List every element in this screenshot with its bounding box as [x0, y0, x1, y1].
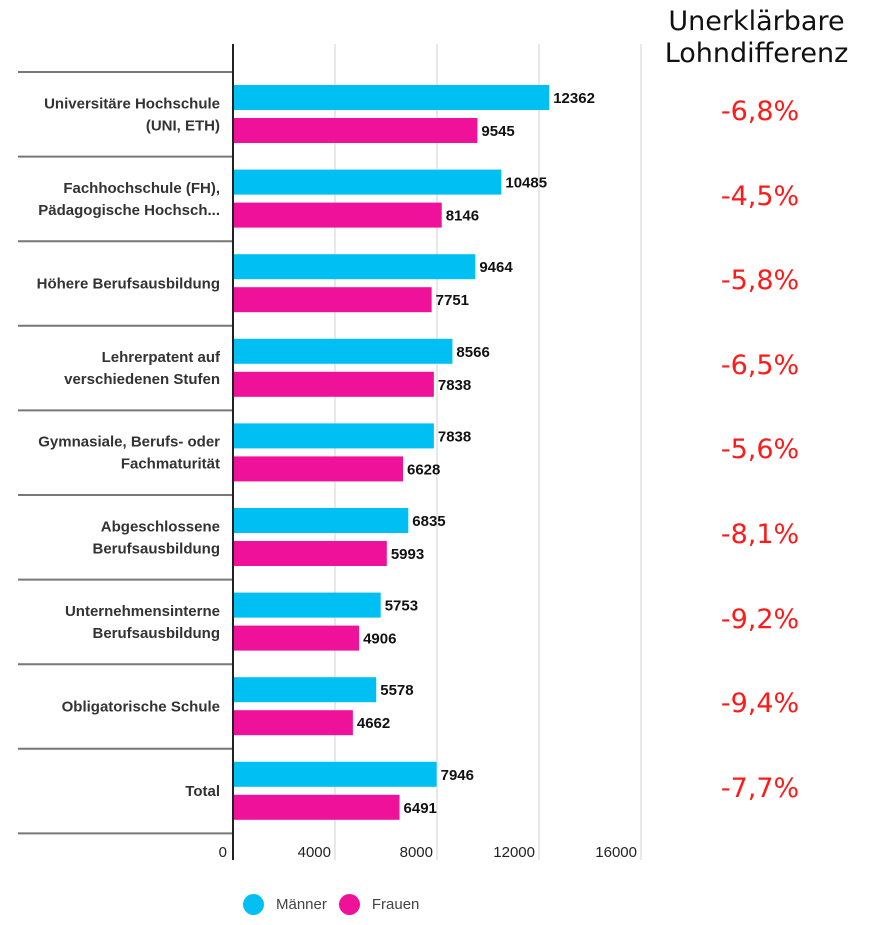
- wage-gap-value: -6,5%: [720, 349, 800, 381]
- bars: [234, 85, 550, 820]
- bar-value-label: 5993: [391, 546, 424, 563]
- wage-gap-value: -8,1%: [720, 519, 800, 550]
- bar-value-label: 9545: [481, 123, 514, 140]
- bar-value-label: 7751: [436, 292, 469, 309]
- wage-gap-value: -9,4%: [720, 688, 800, 720]
- category-label: Obligatorische Schule: [62, 699, 220, 716]
- category-label: Pädagogische Hochsch...: [38, 202, 220, 219]
- wage-gap-value: -9,2%: [720, 603, 800, 635]
- bar-frauen: [234, 287, 432, 313]
- bar-maenner: [234, 592, 381, 618]
- bar-maenner: [234, 677, 377, 703]
- bar-maenner: [234, 169, 502, 195]
- bar-value-label: 6628: [407, 461, 440, 478]
- bar-maenner: [234, 508, 409, 533]
- category-label: Berufsausbildung: [92, 625, 220, 642]
- x-tick-label: 4000: [298, 844, 331, 861]
- legend-dot-icon: [338, 894, 360, 915]
- side-annotation-title: Unerklärbare Lohndifferenz: [640, 6, 873, 70]
- bar-value-label: 4906: [363, 631, 396, 648]
- bar-maenner: [234, 761, 437, 787]
- x-tick-label: 0: [219, 844, 227, 861]
- wage-gap-value: -4,5%: [720, 180, 800, 212]
- bar-value-label: 7838: [438, 428, 471, 445]
- bar-value-label: 9464: [479, 259, 513, 276]
- bar-frauen: [234, 541, 387, 566]
- category-label: Berufsausbildung: [92, 540, 220, 557]
- bar-value-label: 5578: [380, 682, 413, 699]
- category-label: Total: [185, 783, 220, 800]
- gridlines: [334, 44, 642, 860]
- bar-maenner: [234, 338, 453, 364]
- legend-dot-icon: [243, 894, 264, 915]
- category-label: Unternehmensinterne: [65, 603, 220, 620]
- bar-value-label: 5753: [385, 598, 418, 615]
- bar-value-label: 10485: [505, 175, 547, 192]
- category-labels: Universitäre Hochschule (UNI, ETH) Fachhoc…: [37, 95, 221, 800]
- bar-frauen: [234, 118, 478, 143]
- category-label: Fachmaturität: [121, 456, 220, 473]
- side-annotation-title-line-2: Lohndifferenz: [664, 38, 849, 69]
- category-label: Lehrerpatent auf: [102, 349, 221, 366]
- bar-frauen: [234, 456, 404, 482]
- category-separators: [18, 71, 233, 835]
- legend-label: Frauen: [371, 896, 420, 913]
- bar-frauen: [234, 202, 442, 228]
- bar-value-label: 8146: [446, 208, 479, 225]
- legend-item-frauen[interactable]: Frauen: [338, 894, 420, 915]
- bar-value-label: 12362: [553, 90, 595, 107]
- bar-value-label: 6835: [412, 513, 445, 530]
- bar-frauen: [234, 710, 353, 736]
- bar-value-label: 6491: [404, 800, 437, 817]
- bar-maenner: [234, 423, 434, 449]
- x-tick-label: 12000: [493, 844, 535, 861]
- bar-value-label: 7946: [441, 767, 474, 784]
- category-label: Gymnasiale, Berufs- oder: [38, 434, 220, 451]
- bar-frauen: [234, 371, 434, 397]
- legend-label: Männer: [276, 896, 327, 913]
- bar-value-label: 4662: [357, 715, 390, 732]
- legend: Männer Frauen: [243, 894, 431, 915]
- legend-item-maenner[interactable]: Männer: [243, 894, 327, 915]
- category-label: Abgeschlossene: [101, 518, 220, 535]
- bar-maenner: [234, 85, 550, 110]
- value-labels: 12362 9545 10485 8146 9464 7751 8566 7838 7838 66…: [357, 90, 595, 817]
- wage-gap-value: -7,7%: [720, 772, 800, 804]
- x-tick-label: 16000: [595, 844, 637, 861]
- wage-gap-value: -5,8%: [720, 265, 800, 297]
- bar-value-label: 8566: [456, 344, 489, 361]
- category-label: Höhere Berufsausbildung: [37, 276, 220, 293]
- category-label: verschiedenen Stufen: [64, 371, 220, 388]
- bar-frauen: [234, 794, 400, 820]
- category-label: (UNI, ETH): [146, 117, 220, 134]
- side-annotation-title-line-1: Unerklärbare: [668, 6, 845, 37]
- category-label: Fachhochschule (FH),: [63, 180, 220, 197]
- x-tick-label: 8000: [400, 844, 433, 861]
- bar-value-label: 7838: [438, 377, 471, 394]
- category-label: Universitäre Hochschule: [44, 95, 220, 112]
- wage-gap-value: -6,8%: [720, 96, 800, 127]
- x-axis-ticks: 0 4000 8000 12000 16000: [219, 844, 637, 861]
- bar-maenner: [234, 254, 476, 280]
- bar-frauen: [234, 625, 360, 651]
- wage-gap-value: -5,6%: [720, 434, 800, 466]
